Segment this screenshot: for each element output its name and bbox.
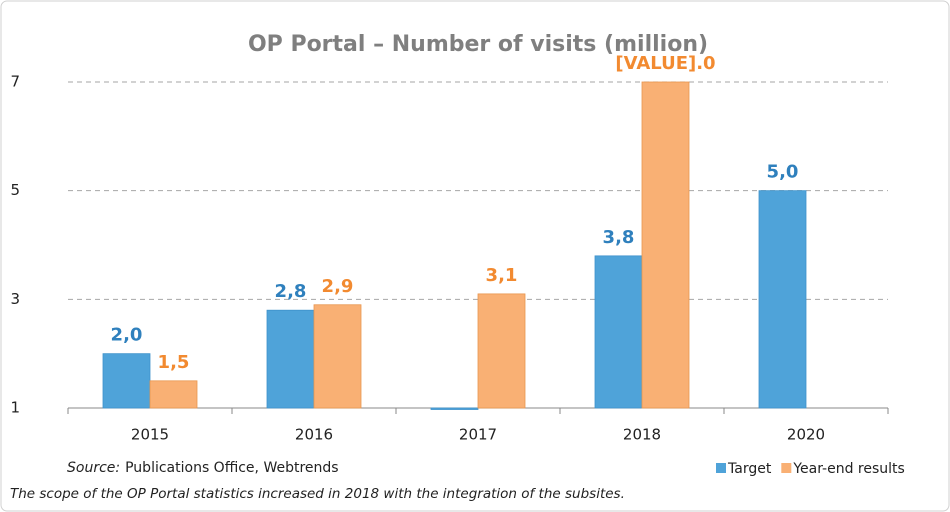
y-tick-label: 1 <box>10 399 20 417</box>
bar <box>266 309 315 409</box>
y-tick-label: 3 <box>10 290 20 308</box>
data-label: 3,8 <box>603 227 635 248</box>
legend-label: Year-end results <box>792 461 905 477</box>
bar <box>477 293 526 409</box>
chart-title: OP Portal – Number of visits (million) <box>248 32 708 57</box>
x-tick-label: 2015 <box>131 426 169 444</box>
data-label: 1,5 <box>158 352 190 373</box>
data-label: 2,8 <box>275 281 307 302</box>
bar <box>102 353 151 409</box>
data-label: [VALUE].0 <box>615 53 715 74</box>
data-label: 2,9 <box>322 276 354 297</box>
legend-swatch <box>781 463 792 473</box>
data-label: 2,0 <box>111 325 143 346</box>
legend-label: Target <box>727 461 772 477</box>
x-tick-label: 2020 <box>787 426 825 444</box>
source-text: Publications Office, Webtrends <box>125 460 338 476</box>
x-tick-label: 2017 <box>459 426 497 444</box>
legend-swatch <box>716 463 726 473</box>
x-tick-label: 2018 <box>623 426 661 444</box>
source-label: Source: <box>67 460 120 476</box>
source: Source: Publications Office, Webtrends <box>67 460 339 476</box>
bar <box>641 81 690 409</box>
data-label: 3,1 <box>486 265 518 286</box>
bar <box>758 190 807 409</box>
x-tick-label: 2016 <box>295 426 333 444</box>
data-label: 5,0 <box>767 162 799 183</box>
bar <box>594 255 643 409</box>
bar <box>313 304 362 409</box>
bar <box>149 380 198 409</box>
y-tick-label: 5 <box>10 181 20 199</box>
bar <box>430 407 479 410</box>
y-tick-label: 7 <box>10 73 20 91</box>
footnote: The scope of the OP Portal statistics in… <box>10 486 625 502</box>
